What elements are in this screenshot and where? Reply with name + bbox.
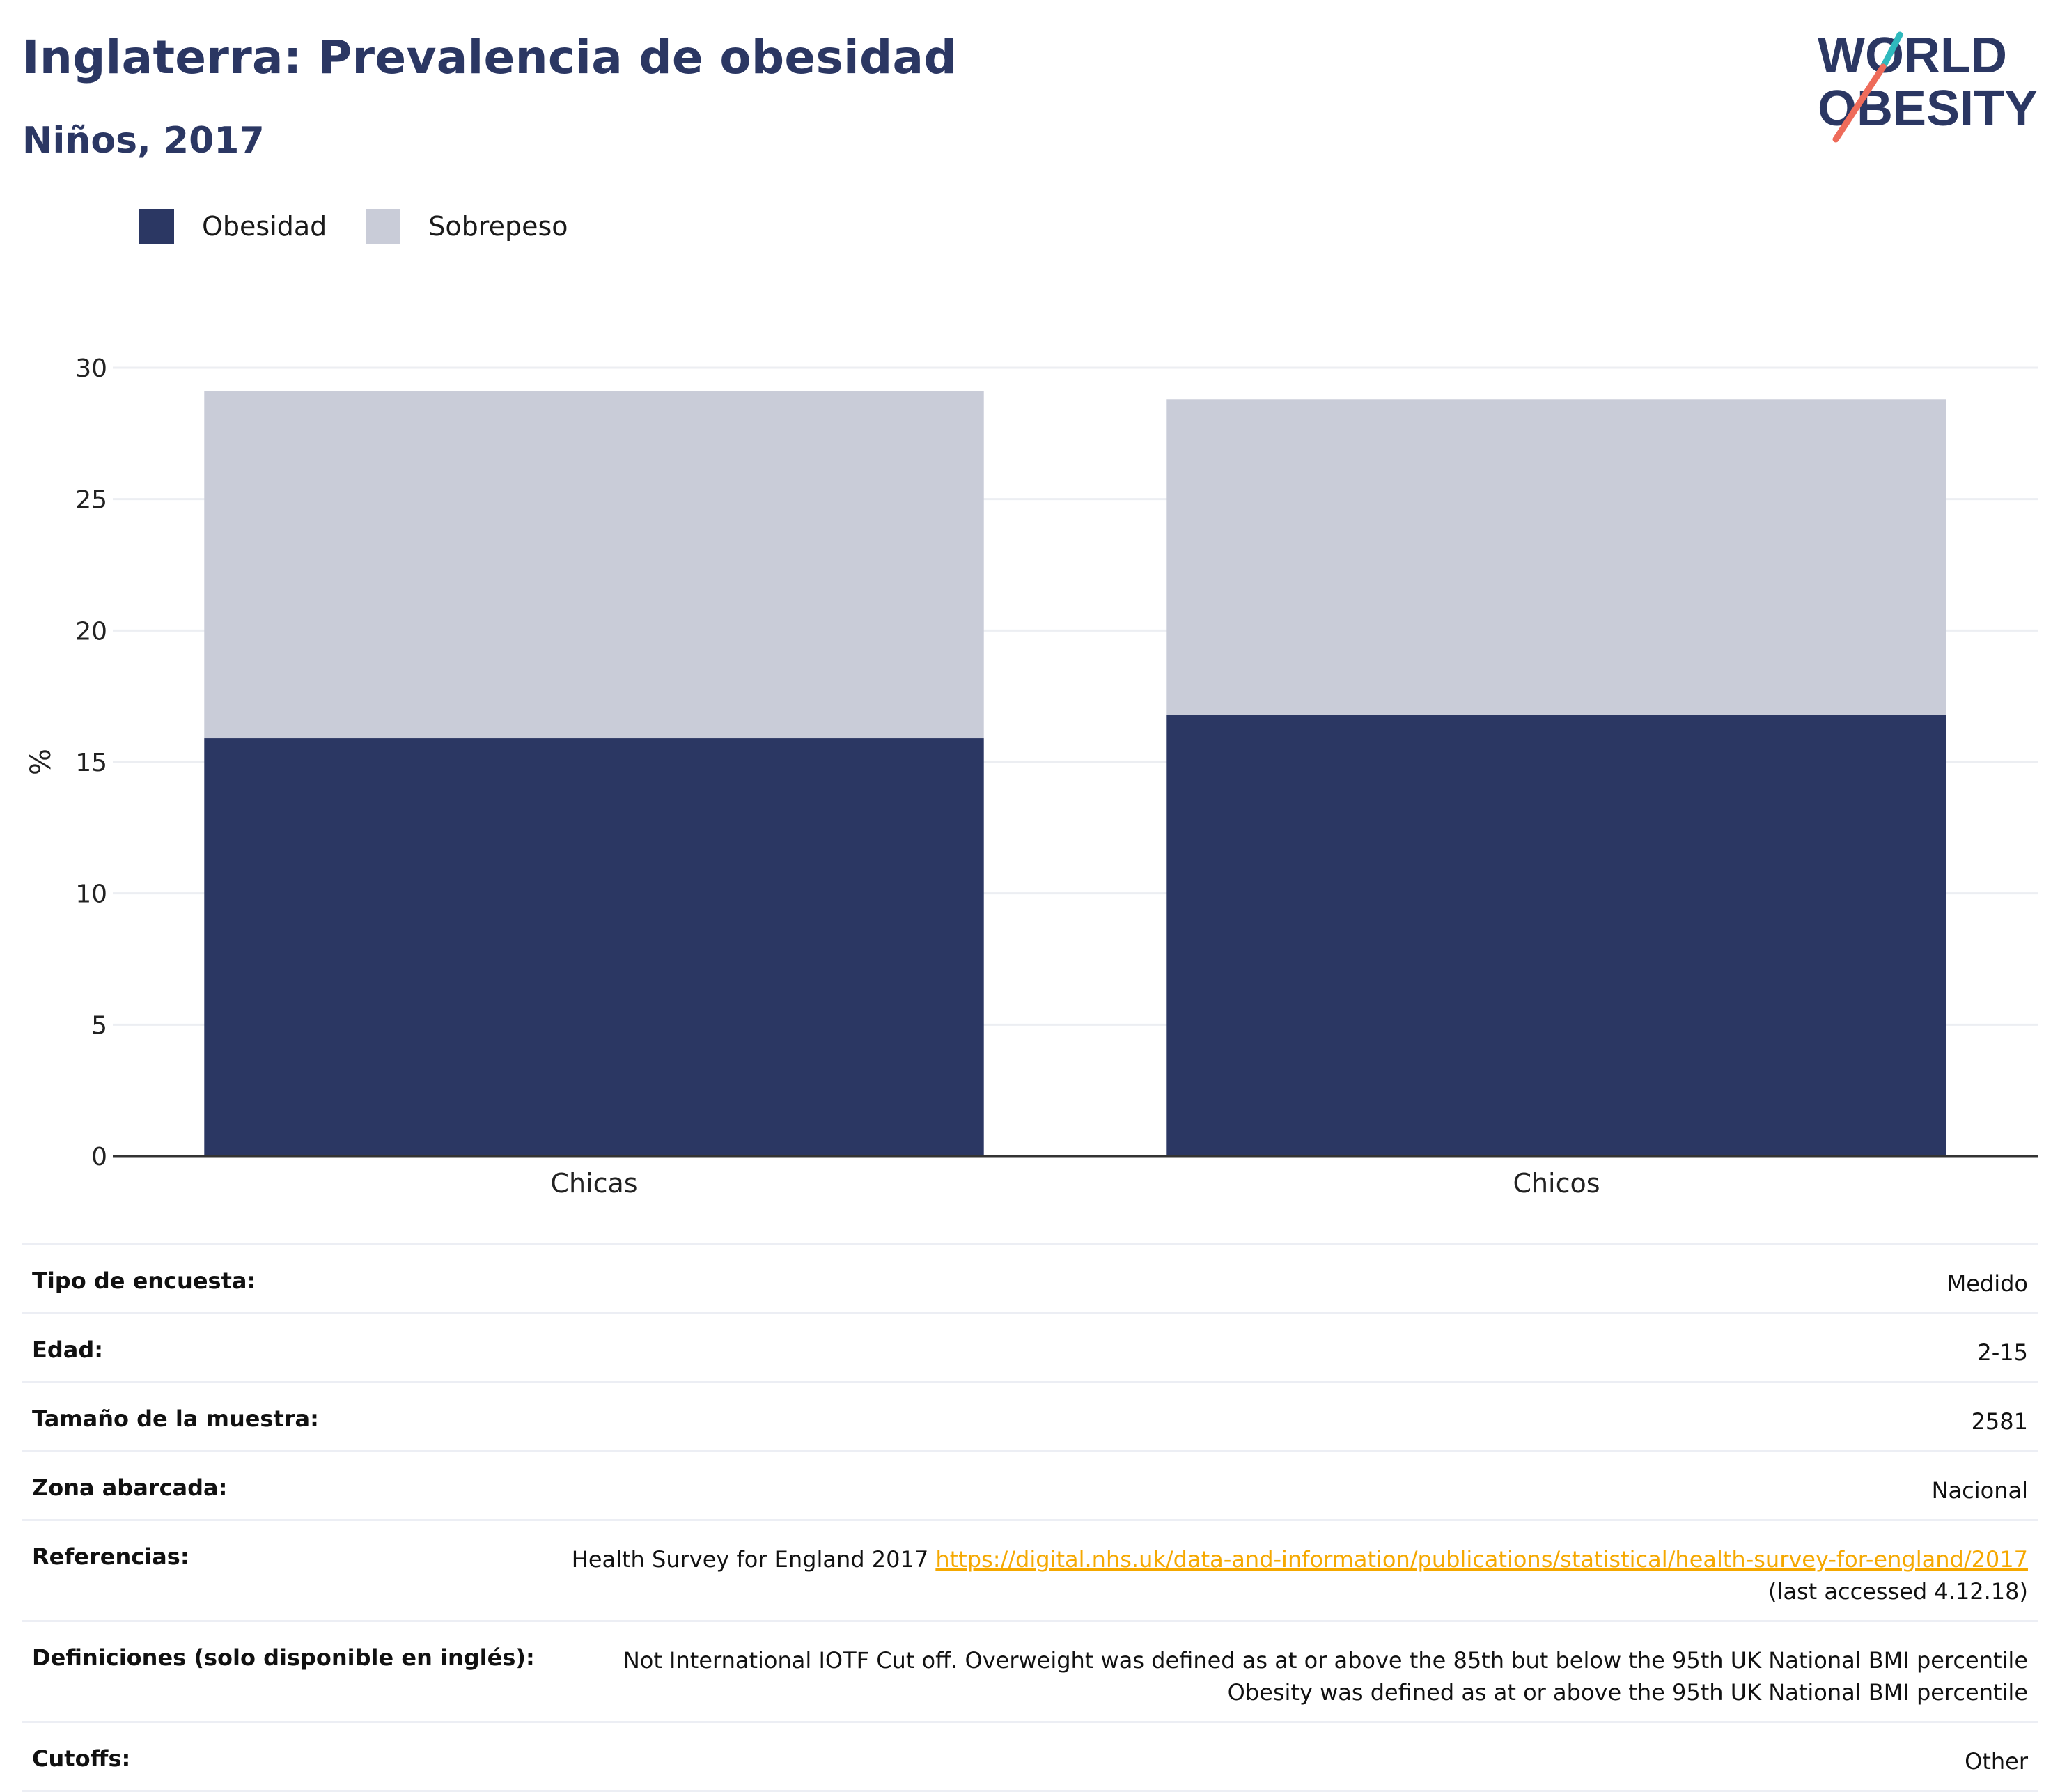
meta-row-area: Zona abarcada: Nacional — [22, 1450, 2038, 1519]
logo-word-world: WORLD — [1818, 28, 2007, 84]
meta-value: Other — [1965, 1748, 2028, 1775]
bar-overweight — [204, 391, 984, 739]
legend-item-overweight[interactable]: Sobrepeso — [366, 209, 568, 244]
chart-title: Inglaterra: Prevalencia de obesidad — [22, 31, 957, 84]
meta-value: Medido — [1946, 1270, 2028, 1297]
meta-label: Tipo de encuesta: — [32, 1268, 256, 1294]
legend-item-obesity[interactable]: Obesidad — [139, 209, 327, 244]
meta-value: 2-15 — [1977, 1339, 2028, 1366]
bar-obesity — [1166, 715, 1946, 1156]
legend-label-overweight: Sobrepeso — [428, 211, 568, 242]
metadata-table: Tipo de encuesta: Medido Edad: 2-15 Tama… — [22, 1243, 2038, 1792]
meta-value: Not International IOTF Cut off. Overweig… — [623, 1647, 2028, 1706]
reference-text: Health Survey for England 2017 — [571, 1546, 929, 1573]
logo-coral-slash — [1832, 63, 1887, 143]
chart-legend: Obesidad Sobrepeso — [139, 202, 607, 251]
bar-overweight — [1166, 399, 1946, 715]
meta-value: 2581 — [1971, 1408, 2028, 1435]
y-tick-label: 20 — [75, 617, 107, 646]
meta-label: Definiciones (solo disponible en inglés)… — [32, 1644, 535, 1671]
reference-accessed: (last accessed 4.12.18) — [1768, 1578, 2028, 1605]
meta-row-cutoffs: Cutoffs: Other — [22, 1721, 2038, 1792]
meta-value: Health Survey for England 2017 https://d… — [572, 1543, 2028, 1607]
meta-label: Cutoffs: — [32, 1745, 131, 1772]
y-tick-label: 0 — [91, 1143, 107, 1171]
world-obesity-logo: WORLD OBESITY — [1818, 28, 2038, 143]
legend-swatch-overweight — [366, 209, 401, 244]
meta-row-survey-type: Tipo de encuesta: Medido — [22, 1243, 2038, 1312]
reference-link[interactable]: https://digital.nhs.uk/data-and-informat… — [935, 1546, 2028, 1573]
y-tick-label: 15 — [75, 749, 107, 777]
y-tick-label: 10 — [75, 880, 107, 909]
meta-label: Edad: — [32, 1337, 104, 1363]
legend-swatch-obesity — [139, 209, 174, 244]
meta-label: Zona abarcada: — [32, 1474, 228, 1501]
meta-row-sample-size: Tamaño de la muestra: 2581 — [22, 1381, 2038, 1450]
x-tick-label: Chicos — [1513, 1168, 1600, 1199]
logo-word-obesity: OBESITY — [1818, 81, 2038, 137]
y-tick-label: 30 — [75, 354, 107, 383]
y-tick-label: 25 — [75, 486, 107, 515]
meta-value: Nacional — [1931, 1477, 2028, 1504]
y-tick-label: 5 — [91, 1011, 107, 1040]
bar-obesity — [204, 738, 984, 1156]
meta-row-definitions: Definiciones (solo disponible en inglés)… — [22, 1620, 2038, 1721]
chart-subtitle: Niños, 2017 — [22, 120, 265, 162]
meta-row-references: Referencias: Health Survey for England 2… — [22, 1519, 2038, 1620]
x-tick-label: Chicas — [550, 1168, 637, 1199]
legend-label-obesity: Obesidad — [202, 211, 327, 242]
meta-label: Referencias: — [32, 1543, 189, 1570]
y-axis-title: % — [25, 749, 57, 775]
logo-teal-slash — [1880, 31, 1903, 70]
meta-label: Tamaño de la muestra: — [32, 1405, 319, 1432]
meta-row-age: Edad: 2-15 — [22, 1312, 2038, 1381]
stacked-bar-chart: 0 5 10 15 20 25 30% Chicas Chicos — [25, 354, 2038, 1199]
